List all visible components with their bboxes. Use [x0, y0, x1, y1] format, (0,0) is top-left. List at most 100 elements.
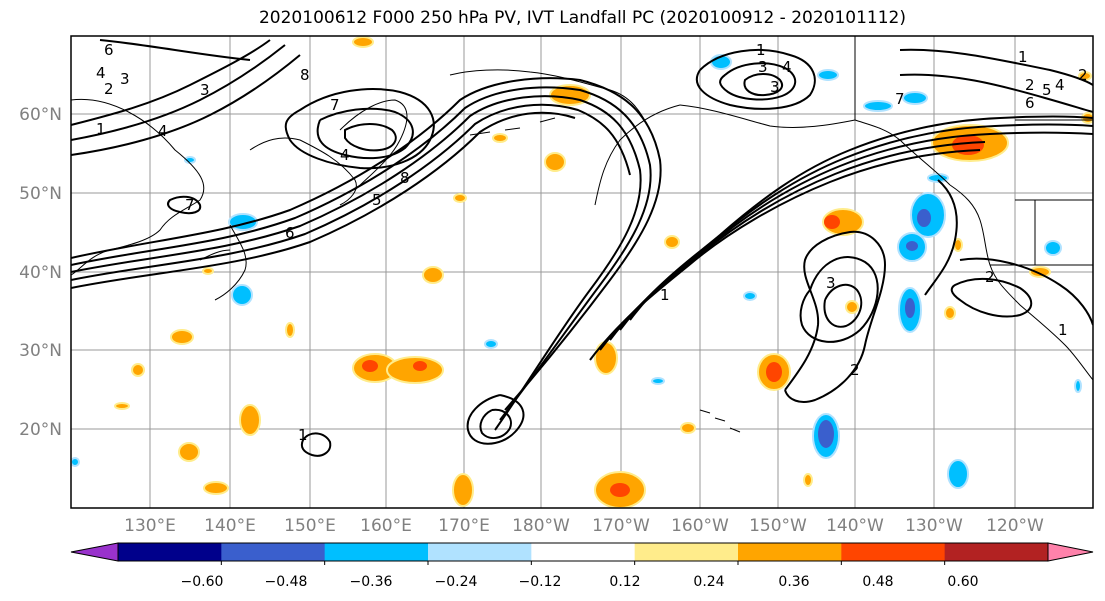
contour-label: 4: [782, 58, 792, 76]
contour-label: 1: [298, 426, 308, 444]
contour-label: 3: [770, 78, 780, 96]
contour-label: 3: [120, 70, 130, 88]
lat-labels: 60°N 50°N 40°N 30°N 20°N: [19, 105, 62, 440]
pv-anomaly-blob: [131, 363, 145, 377]
colorbar-tick-label: −0.60: [181, 574, 224, 590]
pv-anomaly-blob: [610, 483, 630, 497]
contour-label: 1: [1018, 48, 1028, 66]
pv-anomaly-blob: [743, 291, 757, 301]
contour-label: 8: [400, 169, 410, 187]
pv-anomaly-blob: [902, 91, 928, 105]
lon-label: 130°W: [905, 516, 963, 536]
pv-anomaly-blob: [824, 215, 840, 229]
colorbar-tick-label: 0.36: [778, 574, 809, 590]
pv-anomaly-blob: [1044, 240, 1062, 256]
colorbar-border: [117, 542, 1049, 562]
contour-label: 3: [826, 274, 836, 292]
lon-label: 150°W: [749, 516, 807, 536]
colorbar-tick-label: 0.24: [693, 574, 724, 590]
pv-anomaly-blob: [818, 420, 834, 448]
colorbar-segment: [221, 543, 326, 561]
lon-label: 140°E: [204, 516, 256, 536]
pv-anomaly-blob: [947, 459, 969, 489]
colorbar-segment: [944, 543, 1049, 561]
pv-anomaly-blob: [917, 209, 931, 227]
pv-anomaly-blob: [817, 69, 839, 81]
contour-label: 4: [1055, 76, 1065, 94]
colorbar-tick-label: 0.12: [609, 574, 640, 590]
pv-anomaly-blob: [453, 193, 467, 203]
pv-anomaly-blob: [906, 241, 918, 251]
contour-label: 7: [330, 96, 340, 114]
contour-label: 4: [96, 64, 106, 82]
lon-label: 150°E: [284, 516, 336, 536]
lon-label: 120°W: [986, 516, 1044, 536]
contour-label: 5: [372, 191, 382, 209]
contour-label: 3: [200, 81, 210, 99]
pv-anomaly-blob: [544, 152, 566, 172]
pv-anomaly-blob: [680, 422, 696, 434]
colorbar-tick-label: −0.36: [350, 574, 393, 590]
contour-label: 2: [850, 361, 860, 379]
pv-anomaly-blob: [944, 306, 956, 320]
pv-anomaly-blob: [231, 284, 253, 306]
pv-anomaly-blob: [285, 322, 295, 338]
lon-label: 140°W: [826, 516, 884, 536]
colorbar-segment: [324, 543, 429, 561]
colorbar-segment: [531, 543, 636, 561]
pv-anomaly-blob: [239, 404, 261, 436]
lon-label: 170°E: [438, 516, 490, 536]
lat-label: 40°N: [19, 263, 62, 283]
colorbar-tick-label: −0.12: [519, 574, 562, 590]
colorbar: [70, 542, 1094, 565]
contour-label: 2: [1025, 76, 1035, 94]
lon-labels: 130°E 140°E 150°E 160°E 170°E 180°W 170°…: [124, 516, 1044, 536]
lon-label: 160°W: [671, 516, 729, 536]
ivt-contours: [71, 39, 1093, 457]
pv-anomaly-blob: [845, 300, 859, 314]
colorbar-segment: [634, 543, 739, 561]
lat-label: 50°N: [19, 184, 62, 204]
contour-label: 7: [185, 196, 195, 214]
contour-label: 2: [104, 80, 114, 98]
pv-anomaly-blob: [352, 36, 374, 48]
pv-anomaly-blob: [803, 473, 813, 487]
colorbar-tick-label: 0.48: [862, 574, 893, 590]
gridlines: [71, 36, 1093, 508]
pv-anomaly-blob: [170, 329, 194, 345]
pv-anomaly-blob: [202, 267, 214, 275]
colorbar-segment: [738, 543, 842, 561]
colorbar-segment: [428, 543, 532, 561]
pv-anomaly-blob: [863, 100, 893, 112]
pv-anomaly-blob: [651, 377, 665, 385]
lon-label: 160°E: [360, 516, 412, 536]
pv-anomaly-blob: [178, 442, 200, 462]
lat-label: 20°N: [19, 420, 62, 440]
lat-label: 60°N: [19, 105, 62, 125]
contour-label: 1: [756, 41, 766, 59]
contour-label: 8: [300, 66, 310, 84]
pv-shading: [71, 36, 1093, 508]
colorbar-segment: [118, 543, 222, 561]
colorbar-extend-high: [1047, 542, 1094, 562]
contour-label: 6: [285, 224, 295, 242]
pv-anomaly-blob: [594, 341, 618, 375]
contour-label: 1: [1058, 321, 1068, 339]
pv-anomaly-blob: [203, 481, 229, 495]
pv-anomaly-blob: [492, 133, 508, 143]
pv-anomaly-blob: [484, 339, 498, 349]
lon-label: 180°W: [512, 516, 570, 536]
lon-label: 170°W: [592, 516, 650, 536]
map-border: [70, 35, 1094, 509]
pv-anomaly-blob: [905, 298, 915, 318]
pv-anomaly-blob: [71, 457, 80, 467]
contour-label: 2: [985, 268, 995, 286]
contour-label: 1: [660, 286, 670, 304]
contour-label: 4: [158, 122, 168, 140]
colorbar-tick-label: 0.60: [947, 574, 978, 590]
contour-label: 3: [758, 58, 768, 76]
contour-label: 7: [895, 90, 905, 108]
pv-anomaly-blob: [664, 235, 680, 249]
contour-label: 2: [1078, 66, 1088, 84]
